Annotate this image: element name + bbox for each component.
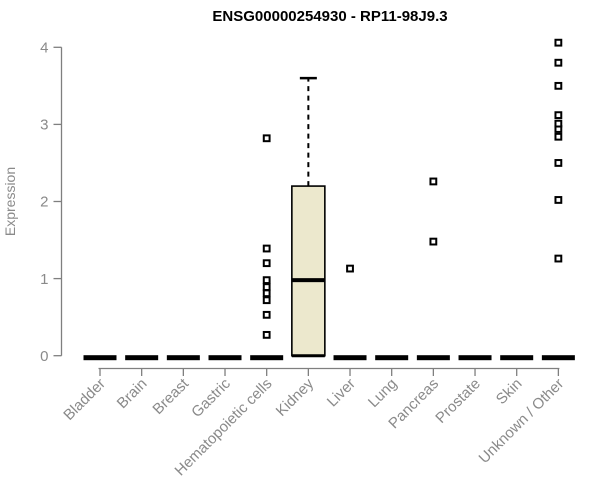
chart-title: ENSG00000254930 - RP11-98J9.3 [212,8,447,25]
outlier-point [262,244,271,253]
zero-box [208,355,242,361]
boxplot-kidney [291,76,326,358]
box-layer [83,38,575,361]
boxplot-unknown-other [541,38,575,361]
boxplot-gastric [208,355,242,361]
boxplot-liver [333,264,367,361]
y-axis-label: Expression [2,167,18,236]
y-tick-label: 1 [40,271,48,288]
boxplot-lung [375,355,409,361]
zero-box [166,355,200,361]
zero-box [375,355,409,361]
outlier-point [262,259,271,268]
boxplot-brain [125,355,159,361]
x-category-label: Breast [149,375,192,418]
zero-box [416,355,450,361]
y-tick-label: 0 [40,348,48,365]
y-axis: 0 1 2 3 4 [40,40,63,365]
outlier-point [262,330,271,339]
outlier-point [346,264,354,273]
boxplot-bladder [83,355,117,361]
boxplot-prostate [458,355,492,361]
zero-box [541,355,575,361]
outlier-point [262,296,271,305]
x-category-label: Brain [114,375,151,412]
box-median [291,278,325,283]
outlier-point [262,289,271,298]
outlier-point [262,134,271,143]
boxplot-hematopoietic-cells [250,134,284,361]
zero-box [458,355,492,361]
x-category-label: Lung [365,375,401,411]
outlier-point [554,119,563,128]
boxplot-skin [500,355,534,361]
outlier-point [554,38,563,47]
outlier-point [429,237,438,246]
zero-box [125,355,159,361]
outlier-point [554,254,563,263]
x-category-label: Liver [324,375,359,410]
outlier-point [554,196,563,204]
outlier-point [554,58,563,67]
x-category-label: Bladder [60,375,109,424]
x-category-label: Prostate [432,375,484,427]
outlier-point [262,276,271,285]
zero-box [250,355,284,361]
y-tick-label: 3 [40,117,48,134]
boxplot-breast [166,355,200,361]
outlier-point [262,310,271,319]
outlier-point [554,81,563,90]
outlier-point [429,177,438,186]
y-tick-label: 2 [40,194,48,211]
box-body [291,185,326,357]
x-category-label: Kidney [273,375,318,420]
y-tick-label: 4 [40,40,48,57]
boxplot-pancreas [416,177,450,361]
zero-box [500,355,534,361]
outlier-point [554,111,563,120]
outlier-point [262,283,271,291]
outlier-point [554,132,563,141]
outlier-point [554,159,563,167]
zero-box [333,355,367,361]
x-category-label: Skin [493,375,526,408]
zero-box [83,355,117,361]
